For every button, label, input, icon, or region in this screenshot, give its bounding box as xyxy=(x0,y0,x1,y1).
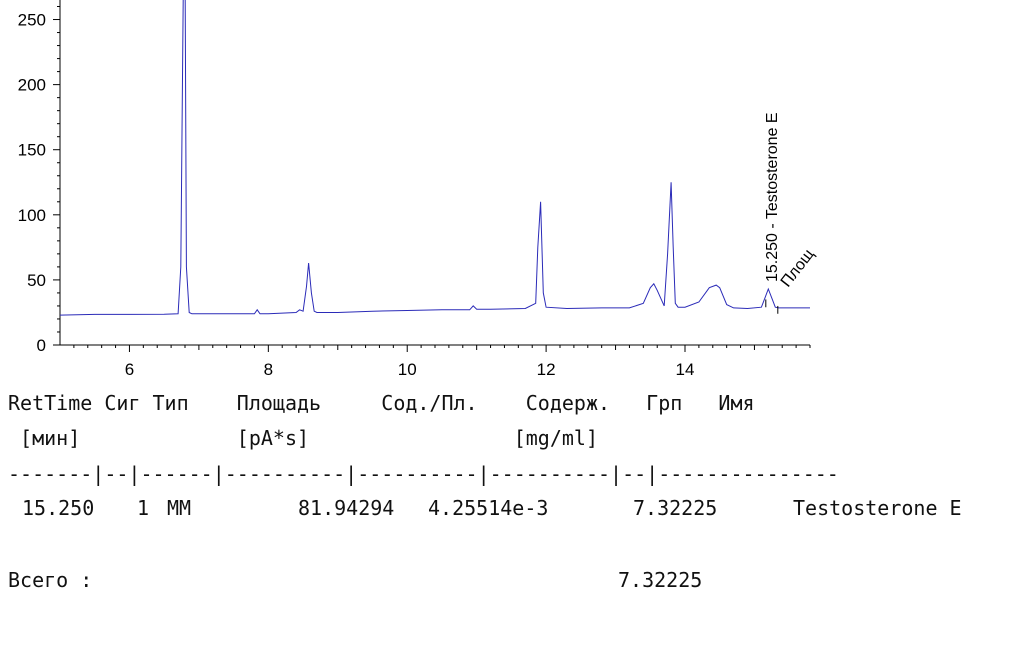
peak-label: 15.250 - Testosterone E xyxy=(764,112,781,282)
y-tick-label: 250 xyxy=(18,11,46,30)
plot-area xyxy=(60,0,810,316)
report-units-row: [мин] [pA*s] [mg/ml] xyxy=(8,426,599,450)
signal-value: 1 xyxy=(137,496,150,520)
y-tick-label: 150 xyxy=(18,141,46,160)
x-tick-label: 8 xyxy=(264,360,273,379)
y-tick-label: 200 xyxy=(18,76,46,95)
x-tick-label: 14 xyxy=(676,360,695,379)
amount-value: 7.32225 xyxy=(633,496,718,520)
y-axis: 0 50 100 150 200 250 xyxy=(18,0,61,355)
y-tick-label: 50 xyxy=(27,271,46,290)
type-value: MM xyxy=(167,496,192,520)
total-label: Всего : xyxy=(8,568,93,592)
signal-trace xyxy=(60,0,810,316)
ret-time-value: 15.250 xyxy=(22,496,95,520)
compound-name: Testosterone E xyxy=(793,496,962,520)
x-axis: 6 8 10 12 14 xyxy=(60,344,811,379)
y-tick-label: 100 xyxy=(18,206,46,225)
x-tick-label: 12 xyxy=(537,360,556,379)
amount-per-area-value: 4.25514e-3 xyxy=(428,496,549,520)
peak-area-label: Площ xyxy=(778,246,818,290)
report-separator: -------|--|------|----------|----------|… xyxy=(8,462,839,486)
area-value: 81.94294 xyxy=(298,496,395,520)
chromatogram-chart: 0 50 100 150 200 250 6 8 10 12 14 15.250 - Testos… xyxy=(18,0,818,379)
x-tick-label: 6 xyxy=(125,360,134,379)
x-tick-label: 10 xyxy=(398,360,417,379)
y-tick-label: 0 xyxy=(37,336,46,355)
total-value: 7.32225 xyxy=(618,568,703,592)
report-header-row: RetTime Сиг Тип Площадь Сод./Пл. Содерж.… xyxy=(8,391,755,415)
